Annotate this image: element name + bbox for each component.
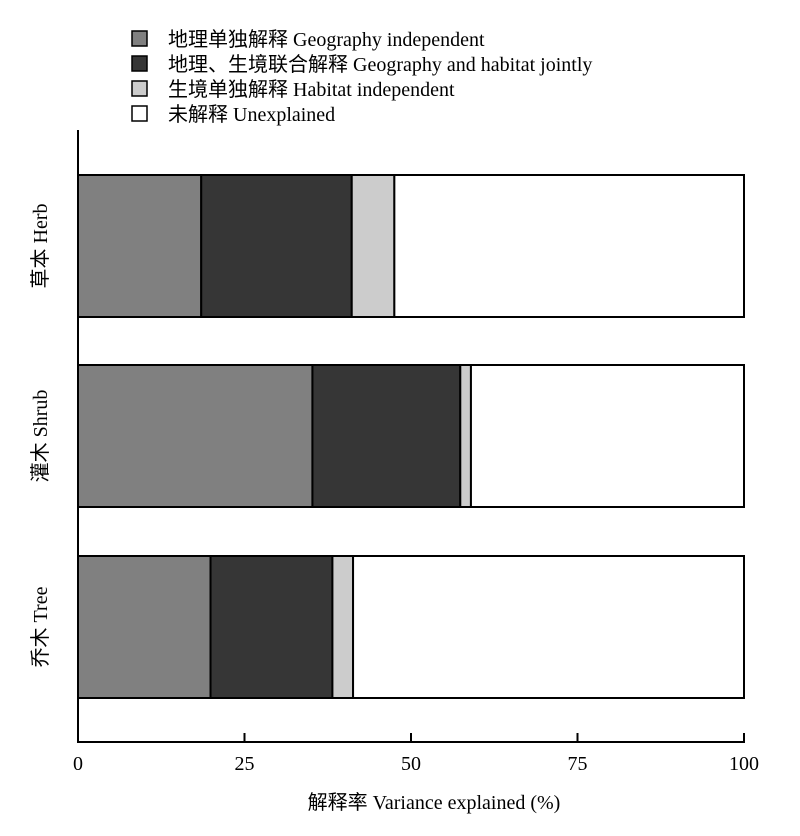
- bar-segment-0-3: [393, 174, 745, 318]
- bar-segment-0-1: [200, 174, 353, 318]
- legend-label-2: 生境单独解释 Habitat independent: [168, 78, 455, 101]
- y-category-label-0: 草本 Herb: [29, 204, 52, 289]
- bar-segment-1-2: [459, 364, 472, 508]
- x-tick-label-1: 25: [235, 753, 255, 775]
- legend-swatch-0: [131, 30, 148, 47]
- x-tick-label-0: 0: [73, 753, 83, 775]
- bars: [77, 174, 745, 699]
- bar-segment-2-3: [352, 555, 745, 699]
- x-ticks: 0 25 50 75 100: [73, 733, 759, 775]
- x-tick-label-2: 50: [401, 753, 421, 775]
- bar-segment-0-2: [350, 174, 396, 318]
- legend-swatch-2: [131, 80, 148, 97]
- bar-segment-1-3: [469, 364, 745, 508]
- x-tick-label-4: 100: [729, 753, 759, 775]
- bar-segment-2-2: [331, 555, 355, 699]
- legend-label-3: 未解释 Unexplained: [168, 103, 335, 126]
- y-category-label-1: 灌木 Shrub: [29, 390, 52, 483]
- bar-segment-2-0: [77, 555, 212, 699]
- x-axis-title: 解释率 Variance explained (%): [308, 791, 561, 814]
- legend-swatch-1: [131, 55, 148, 72]
- bar-segment-1-1: [311, 364, 462, 508]
- legend-label-1: 地理、生境联合解释 Geography and habitat jointly: [168, 53, 592, 76]
- bar-segment-1-0: [77, 364, 314, 508]
- y-category-label-2: 乔木 Tree: [29, 586, 52, 667]
- y-category-labels: 草本 Herb 灌木 Shrub 乔木 Tree: [29, 204, 52, 668]
- bar-segment-0-0: [77, 174, 203, 318]
- legend-label-0: 地理单独解释 Geography independent: [168, 28, 485, 51]
- bar-segment-2-1: [209, 555, 334, 699]
- x-tick-label-3: 75: [568, 753, 588, 775]
- legend-swatch-3: [131, 105, 148, 122]
